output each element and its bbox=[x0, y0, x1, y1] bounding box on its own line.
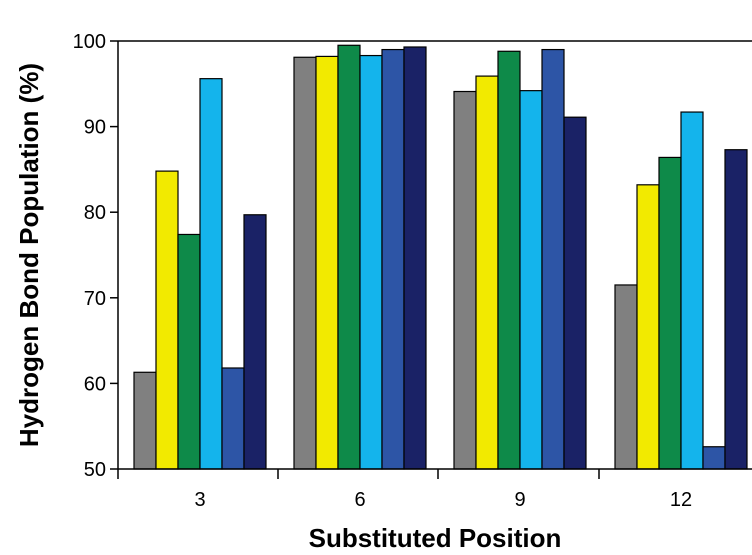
bar-6-5 bbox=[381, 48, 405, 470]
bar-9-2 bbox=[475, 75, 499, 470]
bar-12-5 bbox=[702, 446, 726, 470]
bar-6-1 bbox=[293, 56, 317, 470]
bar-3-5 bbox=[221, 367, 245, 470]
bar-9-6 bbox=[563, 116, 587, 470]
bar-9-3 bbox=[497, 50, 521, 470]
bar-3-6 bbox=[243, 214, 267, 470]
bars-group bbox=[133, 44, 748, 470]
bar-3-4 bbox=[199, 78, 223, 470]
x-tick-label-3: 3 bbox=[194, 489, 205, 511]
x-tick-label-6: 6 bbox=[354, 489, 365, 511]
bar-12-4 bbox=[680, 111, 704, 470]
x-tick-label-9: 9 bbox=[514, 489, 525, 511]
x-axis-title: Substituted Position bbox=[309, 523, 562, 553]
bar-9-5 bbox=[541, 48, 565, 470]
bar-12-6 bbox=[724, 149, 748, 470]
y-axis-title: Hydrogen Bond Population (%) bbox=[14, 63, 44, 447]
y-tick-label: 70 bbox=[84, 288, 106, 310]
y-tick-label: 60 bbox=[84, 373, 106, 395]
bar-6-3 bbox=[337, 44, 361, 470]
bar-12-2 bbox=[636, 184, 660, 470]
bar-6-6 bbox=[403, 46, 427, 470]
bar-9-4 bbox=[519, 90, 543, 470]
bar-3-1 bbox=[133, 371, 157, 470]
y-tick-label: 50 bbox=[84, 459, 106, 481]
x-tick-label-12: 12 bbox=[670, 489, 692, 511]
bar-3-2 bbox=[155, 170, 179, 470]
y-tick-label: 100 bbox=[73, 31, 106, 53]
y-tick-label: 90 bbox=[84, 117, 106, 139]
x-axis-ticks: 3 6 9 12 bbox=[194, 469, 692, 511]
bar-12-3 bbox=[658, 156, 682, 470]
y-axis-ticks: 50 60 70 80 90 100 bbox=[73, 31, 118, 481]
bar-3-3 bbox=[177, 233, 201, 470]
bar-6-4 bbox=[359, 54, 383, 470]
bar-12-1 bbox=[614, 284, 638, 470]
bar-9-1 bbox=[453, 90, 477, 470]
y-tick-label: 80 bbox=[84, 202, 106, 224]
bar-6-2 bbox=[315, 55, 339, 470]
